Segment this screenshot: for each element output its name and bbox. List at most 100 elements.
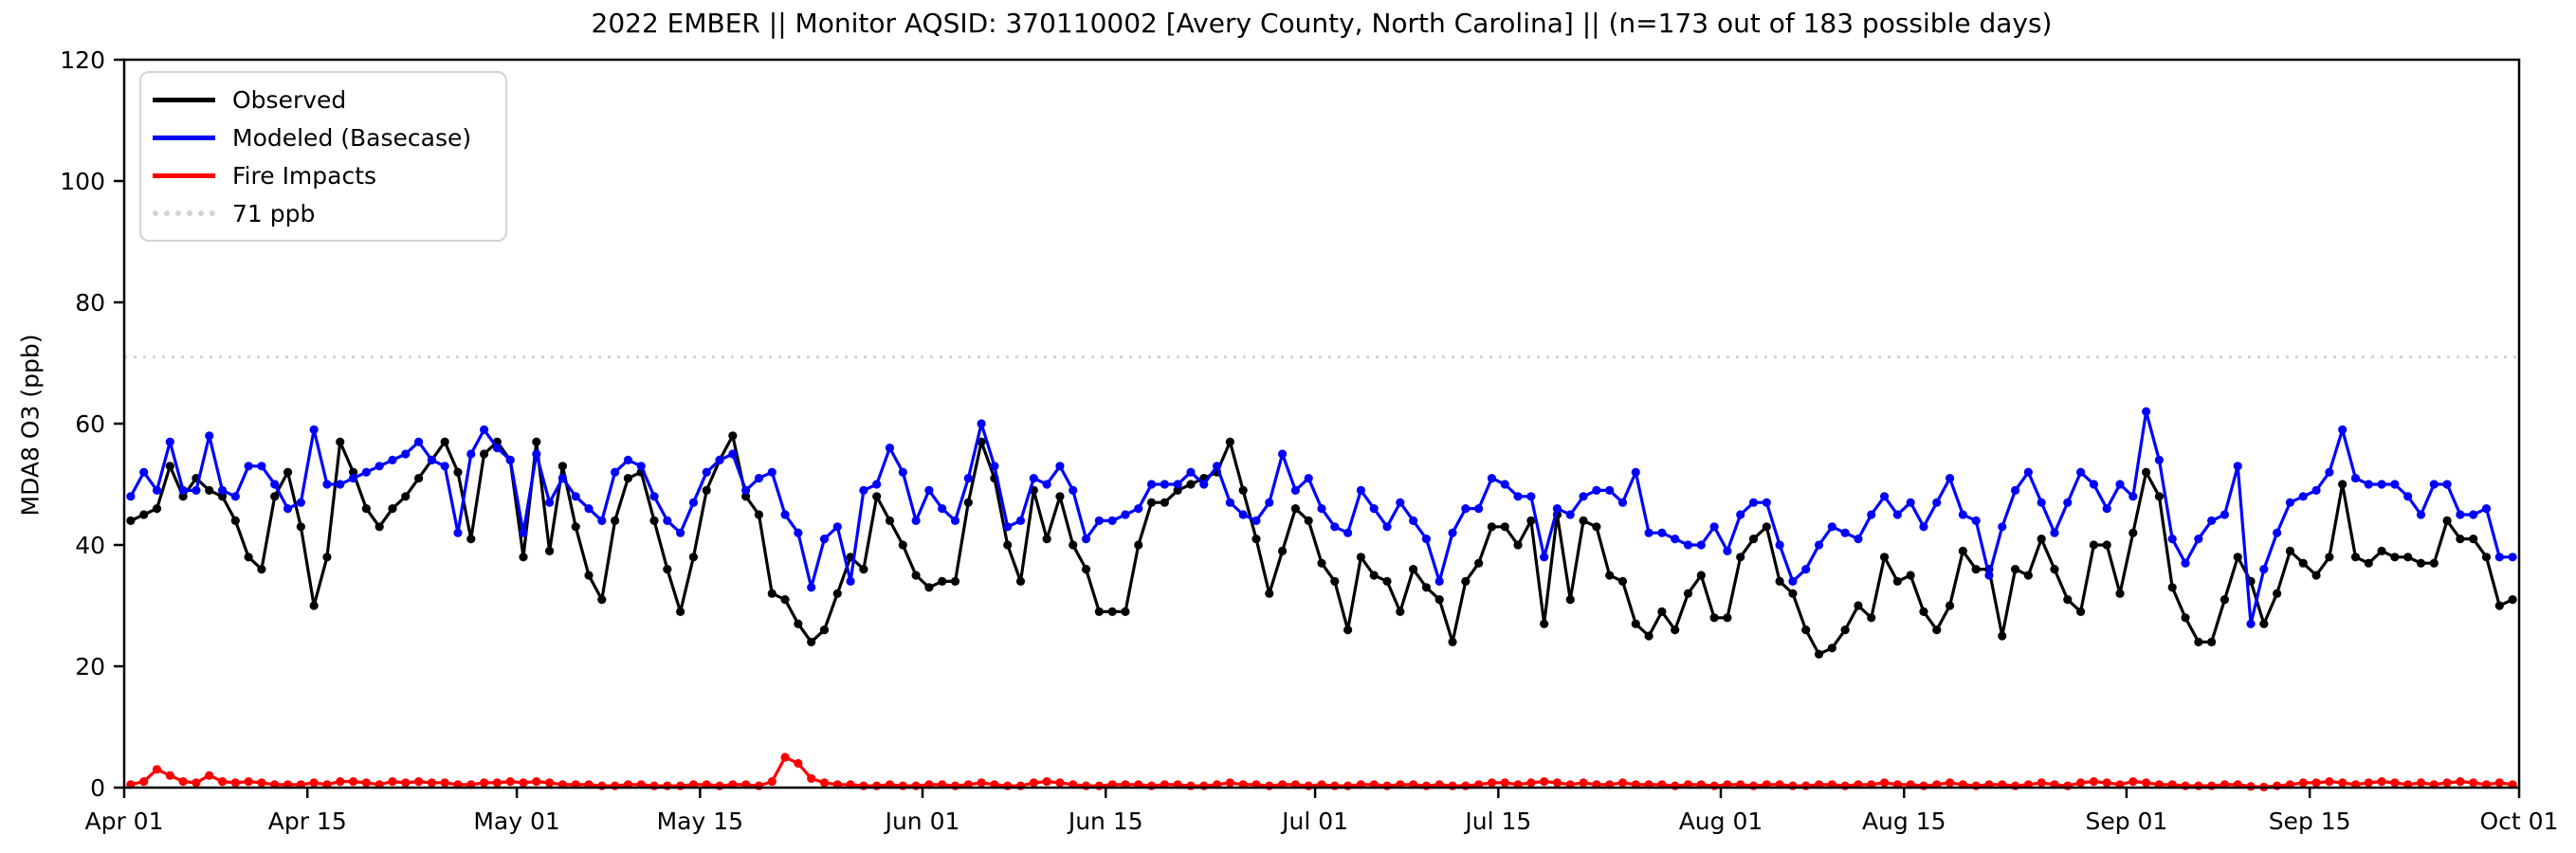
data-point: [1723, 613, 1732, 623]
data-point: [1671, 781, 1680, 790]
data-point: [1003, 522, 1013, 532]
data-point: [1042, 480, 1051, 489]
series-observed: [126, 431, 2517, 659]
data-point: [440, 778, 449, 788]
data-point: [2075, 778, 2086, 788]
data-point: [2350, 474, 2361, 483]
data-point: [859, 781, 868, 790]
data-point: [1814, 540, 1824, 550]
data-point: [2481, 504, 2492, 514]
data-point: [688, 498, 699, 507]
legend-label: Modeled (Basecase): [232, 123, 472, 152]
series-line: [130, 434, 2513, 656]
data-point: [938, 504, 947, 514]
data-point: [296, 498, 305, 507]
data-point: [1382, 576, 1392, 587]
data-point: [938, 576, 947, 587]
data-point: [767, 467, 776, 477]
data-point: [832, 522, 842, 532]
data-point: [505, 777, 515, 787]
data-point: [1382, 781, 1392, 790]
data-point: [1069, 485, 1078, 496]
data-point: [1186, 781, 1196, 790]
data-point: [1906, 498, 1915, 507]
data-point: [636, 462, 646, 471]
data-point: [2010, 781, 2020, 790]
x-tick-label: Apr 01: [84, 808, 163, 835]
chart-title: 2022 EMBER || Monitor AQSID: 370110002 […: [591, 8, 2053, 39]
data-point: [2442, 480, 2452, 489]
data-point: [466, 449, 476, 459]
data-point: [336, 437, 345, 446]
data-point: [2416, 510, 2426, 519]
data-point: [2259, 619, 2269, 628]
data-point: [2429, 558, 2439, 568]
data-point: [336, 480, 345, 489]
y-tick-label: 40: [75, 532, 105, 559]
data-point: [1552, 778, 1562, 788]
data-point: [2416, 778, 2426, 788]
data-point: [597, 781, 607, 790]
data-point: [519, 553, 528, 562]
data-point: [2037, 778, 2046, 788]
data-point: [611, 781, 620, 790]
data-point: [440, 437, 449, 446]
data-point: [663, 781, 672, 790]
data-point: [1579, 778, 1588, 788]
data-point: [152, 504, 162, 514]
data-point: [1173, 485, 1182, 496]
x-tick-label: Jun 15: [1067, 808, 1143, 835]
x-tick-label: May 01: [473, 808, 559, 835]
data-point: [2442, 516, 2452, 526]
data-point: [2089, 540, 2098, 550]
data-point: [911, 571, 921, 580]
data-point: [2390, 480, 2400, 489]
data-point: [388, 504, 397, 514]
data-point: [1107, 516, 1117, 526]
data-point: [413, 474, 424, 483]
data-point: [2350, 553, 2361, 562]
data-point: [2494, 601, 2504, 610]
data-point: [1304, 474, 1313, 483]
data-point: [2285, 546, 2295, 556]
data-point: [1683, 540, 1693, 550]
data-point: [2494, 553, 2504, 562]
legend-item-modeled: Modeled (Basecase): [153, 118, 494, 156]
data-point: [1526, 492, 1536, 501]
data-point: [754, 510, 764, 519]
data-point: [1487, 474, 1497, 483]
data-point: [361, 504, 371, 514]
data-point: [322, 553, 332, 562]
data-point: [2311, 571, 2321, 580]
data-point: [2338, 778, 2348, 788]
x-tick-label: Sep 15: [2269, 808, 2351, 835]
data-point: [898, 781, 907, 790]
data-point: [1421, 535, 1432, 544]
data-point: [2023, 571, 2033, 580]
x-tick-label: Sep 01: [2085, 808, 2167, 835]
data-point: [479, 449, 489, 459]
data-point: [1671, 535, 1680, 544]
data-point: [2311, 485, 2321, 496]
legend: Observed Modeled (Basecase) Fire Impacts…: [139, 71, 507, 242]
x-tick-label: Apr 15: [268, 808, 347, 835]
data-point: [2469, 535, 2478, 544]
data-point: [2115, 480, 2125, 489]
series-fire-impacts: [126, 753, 2517, 791]
data-point: [1290, 485, 1300, 496]
data-point: [780, 753, 790, 762]
data-point: [2075, 607, 2086, 617]
data-point: [2102, 504, 2111, 514]
data-point: [859, 565, 868, 574]
data-point: [767, 589, 776, 598]
data-point: [1919, 607, 1928, 617]
data-point: [780, 510, 790, 519]
data-point: [466, 535, 476, 544]
data-point: [1671, 626, 1680, 635]
data-point: [244, 462, 253, 471]
data-point: [270, 480, 280, 489]
data-point: [1775, 576, 1784, 587]
y-tick-label: 120: [60, 46, 105, 74]
data-point: [1736, 553, 1745, 562]
data-point: [1343, 781, 1353, 790]
